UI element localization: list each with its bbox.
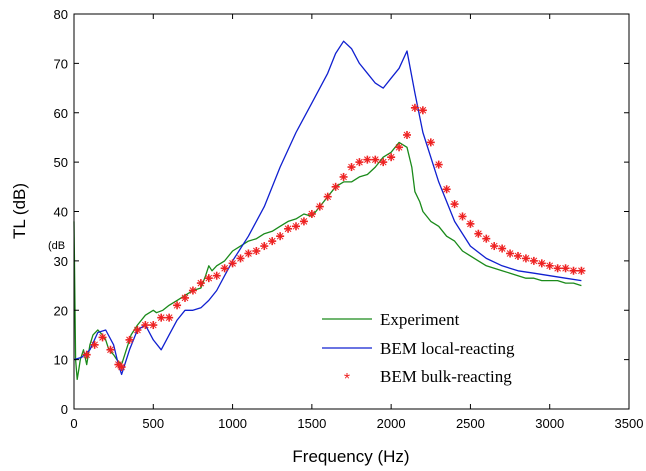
series-line-bem-local-reacting [73,40,582,376]
data-point-bem-bulk-reacting [204,274,213,283]
data-point-bem-bulk-reacting [403,130,411,139]
stray-axis-label: (dB [48,240,65,252]
x-tick-label: 2000 [377,416,406,431]
data-point-bem-bulk-reacting [125,335,134,344]
data-point-bem-bulk-reacting [482,234,491,243]
x-tick-label: 3500 [615,416,644,431]
data-point-bem-bulk-reacting [474,229,483,238]
y-tick-label: 70 [54,56,68,71]
data-point-bem-bulk-reacting [268,237,277,246]
data-point-bem-bulk-reacting [228,259,237,268]
data-point-bem-bulk-reacting [529,256,538,265]
data-point-bem-bulk-reacting [331,182,340,191]
plot-frame [73,13,630,410]
data-point-bem-bulk-reacting [577,266,586,275]
data-point-bem-bulk-reacting [244,249,253,258]
data-point-bem-bulk-reacting [315,202,324,211]
data-point-bem-bulk-reacting [276,232,285,241]
data-point-bem-bulk-reacting [141,321,150,330]
x-tick-label: 500 [142,416,164,431]
data-point-bem-bulk-reacting [181,293,189,302]
y-tick-label: 20 [54,303,68,318]
y-tick-label: 80 [54,7,68,22]
data-point-bem-bulk-reacting [371,155,380,164]
data-point-bem-bulk-reacting [410,103,419,112]
data-point-bem-bulk-reacting [157,313,166,322]
data-point-bem-bulk-reacting [133,326,142,334]
data-point-bem-bulk-reacting [442,185,451,194]
legend-label-experiment: Experiment [380,310,460,329]
data-point-bem-bulk-reacting [212,271,221,280]
x-tick-label: 2500 [456,416,485,431]
legend-label-bem-local: BEM local-reacting [380,339,515,358]
data-point-bem-bulk-reacting [537,259,546,268]
data-point-bem-bulk-reacting [553,264,562,273]
x-axis-label: Frequency (Hz) [292,447,409,466]
x-tick-label: 1500 [297,416,326,431]
data-point-bem-bulk-reacting [569,266,578,275]
data-point-bem-bulk-reacting [506,249,515,258]
data-point-bem-bulk-reacting [260,242,269,251]
data-point-bem-bulk-reacting [196,279,205,288]
data-point-bem-bulk-reacting [450,200,459,209]
series-lines [73,40,582,381]
x-tick-label: 0 [70,416,77,431]
y-axis-label: TL (dB) [10,183,29,239]
series-markers [82,103,586,372]
data-point-bem-bulk-reacting [165,313,174,322]
x-tick-label: 3000 [535,416,564,431]
data-point-bem-bulk-reacting [106,345,115,354]
legend: Experiment BEM local-reacting * BEM bulk… [322,310,515,388]
data-point-bem-bulk-reacting [426,138,435,147]
data-point-bem-bulk-reacting [117,363,126,372]
data-point-bem-bulk-reacting [347,163,356,172]
data-point-bem-bulk-reacting [521,254,530,263]
y-tick-label: 30 [54,254,68,269]
data-point-bem-bulk-reacting [561,264,570,273]
data-point-bem-bulk-reacting [418,106,427,115]
data-point-bem-bulk-reacting [149,321,158,330]
data-point-bem-bulk-reacting [458,212,467,221]
data-point-bem-bulk-reacting [98,333,107,342]
data-point-bem-bulk-reacting [355,158,364,167]
data-point-bem-bulk-reacting [236,254,245,263]
data-point-bem-bulk-reacting [395,143,404,152]
data-point-bem-bulk-reacting [498,244,507,253]
data-point-bem-bulk-reacting [188,286,197,295]
data-point-bem-bulk-reacting [173,301,182,310]
data-point-bem-bulk-reacting [434,160,443,169]
y-tick-label: 60 [54,106,68,121]
legend-label-bem-bulk: BEM bulk-reacting [380,367,512,386]
data-point-bem-bulk-reacting [545,261,554,270]
data-point-bem-bulk-reacting [490,242,499,251]
data-point-bem-bulk-reacting [466,219,475,228]
data-point-bem-bulk-reacting [292,222,300,231]
data-point-bem-bulk-reacting [252,247,261,255]
y-tick-label: 0 [61,402,68,417]
data-point-bem-bulk-reacting [323,192,332,201]
y-tick-label: 50 [54,155,68,170]
data-point-bem-bulk-reacting [387,153,396,162]
data-point-bem-bulk-reacting [379,158,388,167]
x-tick-label: 1000 [218,416,247,431]
data-point-bem-bulk-reacting [284,224,293,233]
data-point-bem-bulk-reacting [339,172,348,181]
y-tick-label: 40 [54,205,68,220]
data-point-bem-bulk-reacting [90,340,99,349]
y-tick-label: 10 [54,353,68,368]
data-point-bem-bulk-reacting [299,217,308,226]
data-point-bem-bulk-reacting [82,350,91,359]
data-point-bem-bulk-reacting [307,209,316,218]
series-line-experiment [73,141,582,381]
data-point-bem-bulk-reacting [514,251,522,260]
legend-marker-bem-bulk: * [344,371,350,388]
axis-ticks: 0 500 1000 1500 2000 2500 3000 3500 0 10 20 30 40 50 6… [54,7,644,431]
data-point-bem-bulk-reacting [363,155,372,164]
data-point-bem-bulk-reacting [220,264,229,273]
